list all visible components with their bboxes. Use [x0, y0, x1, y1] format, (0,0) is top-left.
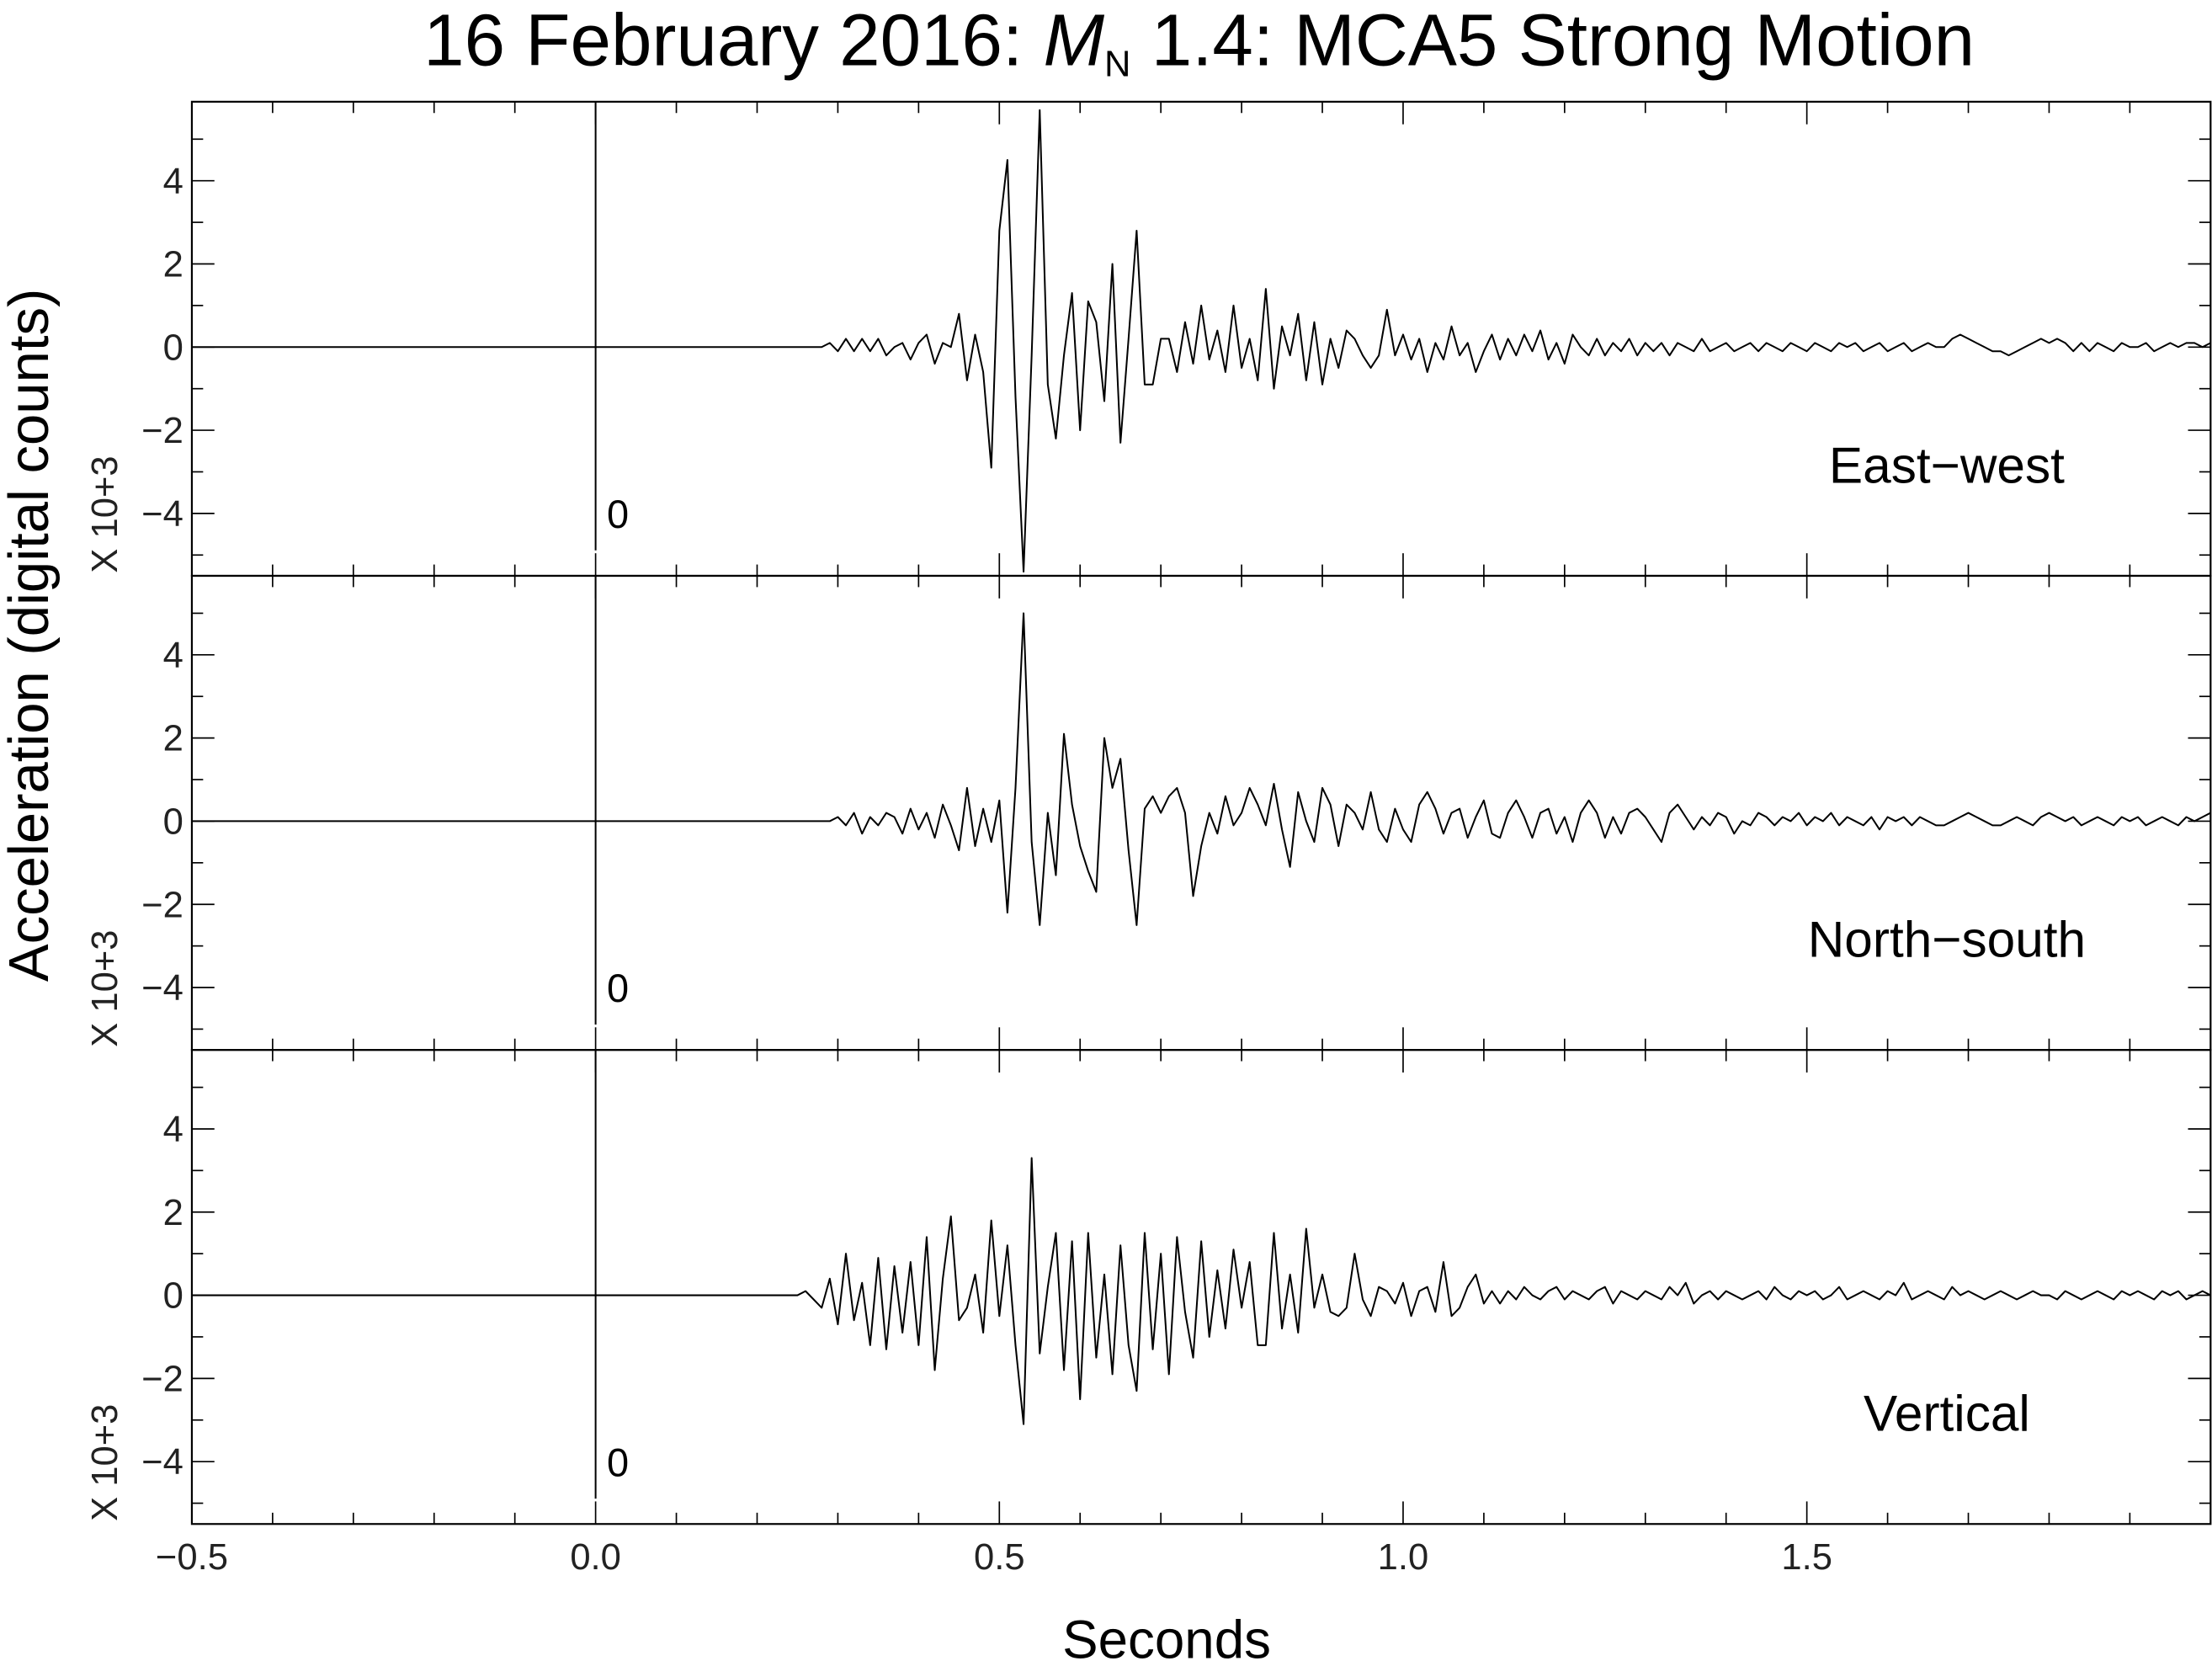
y-tick-label: −4: [141, 968, 183, 1009]
origin-marker-label: 0: [607, 492, 629, 536]
y-tick-label: 0: [163, 1276, 183, 1317]
component-label: Vertical: [1864, 1385, 2030, 1442]
trace-line: [191, 109, 2211, 573]
title-text: 1.4: MCA5 Strong Motion: [1131, 0, 1975, 81]
x-tick-label: 1.0: [1378, 1537, 1429, 1578]
trace-line: [191, 1157, 2211, 1425]
chart-title: 16 February 2016: MN 1.4: MCA5 Strong Mo…: [423, 0, 1975, 85]
y-tick-label: −2: [141, 411, 183, 451]
trace-line: [191, 612, 2211, 926]
title-text: 16 February 2016:: [423, 0, 1043, 81]
y-tick-label: 2: [163, 719, 183, 759]
x-tick-label: −0.5: [156, 1537, 228, 1578]
scale-label: X 10+3: [85, 929, 125, 1046]
x-tick-label: 0.0: [570, 1537, 621, 1578]
y-tick-label: 0: [163, 802, 183, 843]
y-tick-label: 2: [163, 245, 183, 285]
y-tick-label: 0: [163, 327, 183, 368]
y-tick-label: −4: [141, 1442, 183, 1483]
y-tick-label: 4: [163, 162, 183, 202]
y-axis-label: Acceleration (digital counts): [0, 289, 61, 982]
y-tick-label: −2: [141, 1359, 183, 1399]
origin-marker-label: 0: [607, 1440, 629, 1484]
title-subscript: N: [1104, 45, 1130, 85]
panel-frame: [190, 574, 2212, 1051]
scale-label: X 10+3: [85, 455, 125, 572]
y-tick-label: −2: [141, 885, 183, 925]
scale-label: X 10+3: [85, 1404, 125, 1521]
title-symbol: M: [1043, 0, 1104, 81]
x-tick-label: 1.5: [1781, 1537, 1832, 1578]
origin-marker-label: 0: [607, 966, 629, 1010]
panel-frame: [190, 100, 2212, 578]
y-tick-label: 4: [163, 1110, 183, 1150]
y-tick-label: 2: [163, 1193, 183, 1233]
panel-frame: [190, 1049, 2212, 1525]
y-tick-label: 4: [163, 636, 183, 676]
x-tick-label: 0.5: [974, 1537, 1025, 1578]
component-label: East−west: [1829, 436, 2065, 493]
x-axis-label: Seconds: [1062, 1610, 1271, 1661]
component-label: North−south: [1808, 911, 2086, 968]
y-tick-label: −4: [141, 494, 183, 535]
